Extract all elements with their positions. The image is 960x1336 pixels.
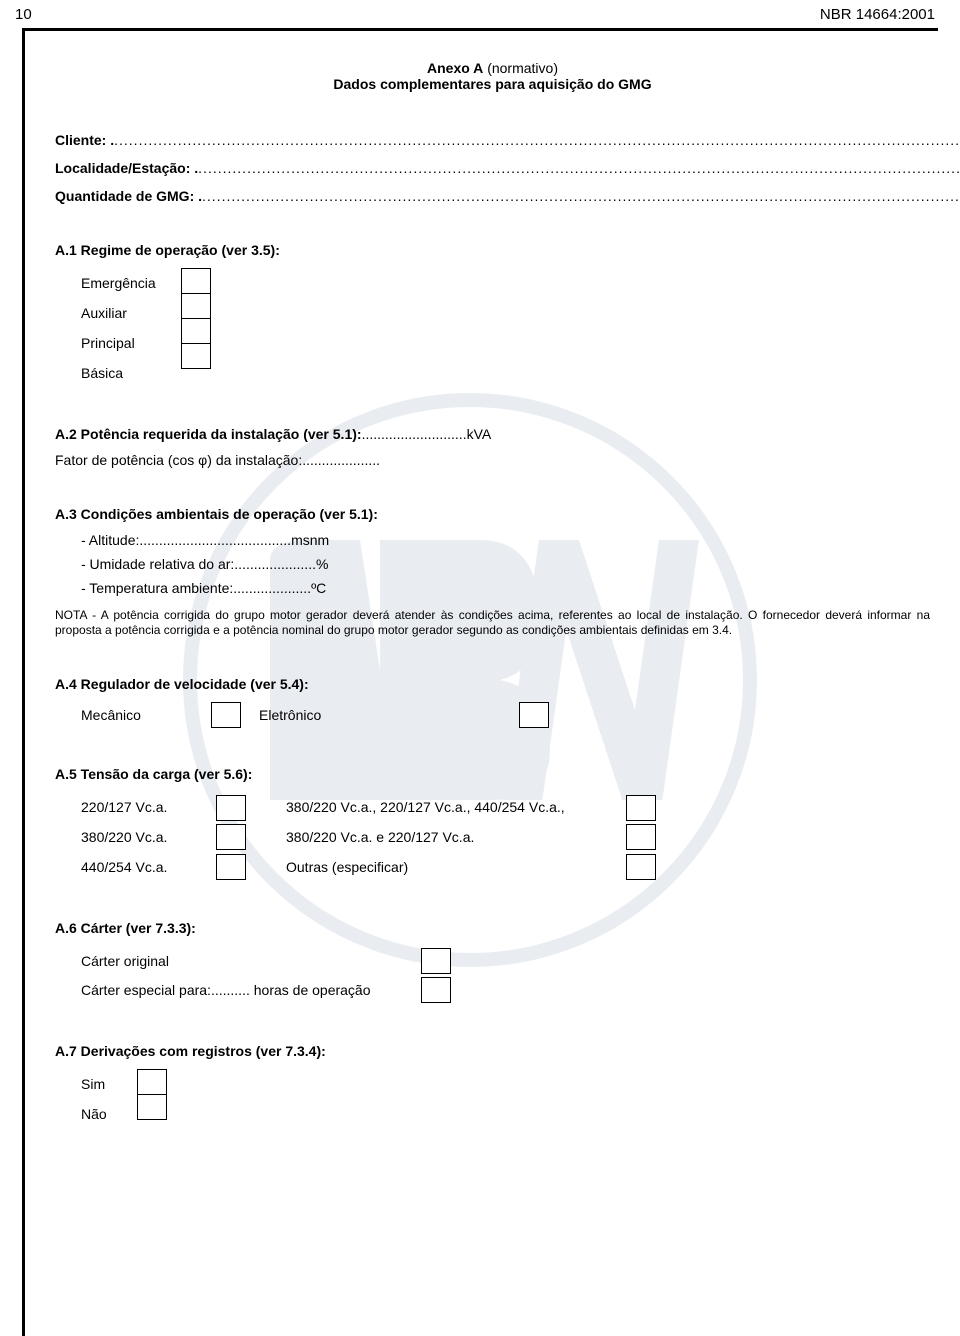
- page-header: 10 NBR 14664:2001: [0, 6, 960, 23]
- a6-opt2-prefix: Cárter especial para:: [81, 982, 211, 998]
- a4-opt2-label: Eletrônico: [259, 707, 519, 723]
- a7-row: Sim: [81, 1069, 137, 1099]
- a1-row: Emergência: [81, 268, 181, 298]
- a3-temp: - Temperatura ambiente:.................…: [81, 580, 930, 596]
- dotted-fill: ....................: [302, 452, 380, 468]
- a7-checkbox[interactable]: [137, 1094, 167, 1120]
- a1-checkbox[interactable]: [181, 268, 211, 294]
- annex-label: Anexo A: [427, 60, 483, 76]
- a6-heading: A.6 Cárter (ver 7.3.3):: [55, 920, 930, 936]
- a5-checkbox[interactable]: [626, 854, 656, 880]
- a5-left-label: 220/127 Vc.a.: [81, 792, 216, 822]
- a5-right-label: 380/220 Vc.a. e 220/127 Vc.a.: [286, 822, 626, 852]
- a1-row: Auxiliar: [81, 298, 181, 328]
- a7-yes-label: Sim: [81, 1076, 137, 1092]
- a1-options: Emergência Auxiliar Principal Básica: [81, 268, 930, 388]
- a3-umidade-unit: %: [316, 556, 328, 572]
- a1-opt-label: Principal: [81, 335, 171, 351]
- field-localidade: Localidade/Estação: ....................…: [55, 160, 930, 176]
- a6-row: Cárter original: [81, 946, 930, 976]
- a6-checkbox[interactable]: [421, 948, 451, 974]
- a2-fator-label: Fator de potência (cos φ) da instalação:: [55, 452, 302, 468]
- a1-checkbox[interactable]: [181, 293, 211, 319]
- dotted-fill: ....................: [233, 580, 311, 596]
- a1-opt-label: Emergência: [81, 275, 171, 291]
- a5-checkbox[interactable]: [216, 854, 246, 880]
- dotted-fill: ..........: [211, 982, 250, 998]
- a3-altitude: - Altitude:.............................…: [81, 532, 930, 548]
- document-body: Anexo A (normativo) Dados complementares…: [55, 60, 930, 1129]
- a4-opt1-label: Mecânico: [81, 707, 211, 723]
- annex-line: Anexo A (normativo): [55, 60, 930, 76]
- a1-checkbox[interactable]: [181, 318, 211, 344]
- a2-unit: kVA: [467, 426, 492, 442]
- a6-opt2-label: Cárter especial para:.......... horas de…: [81, 982, 421, 998]
- a2-heading-prefix: A.2 Potência requerida da instalação (ve…: [55, 426, 362, 442]
- a5-left-label: 380/220 Vc.a.: [81, 822, 216, 852]
- a5-grid: 220/127 Vc.a. 380/220 Vc.a., 220/127 Vc.…: [81, 792, 930, 882]
- subtitle: Dados complementares para aquisição do G…: [55, 76, 930, 92]
- a7-checkbox[interactable]: [137, 1069, 167, 1095]
- a7-options: Sim Não: [81, 1069, 930, 1129]
- a3-temp-unit: ºC: [311, 580, 326, 596]
- a6-row: Cárter especial para:.......... horas de…: [81, 975, 930, 1005]
- left-rule: [22, 28, 25, 1336]
- field-qtd-label: Quantidade de GMG: .: [55, 188, 202, 204]
- a5-checkbox[interactable]: [216, 824, 246, 850]
- a1-row: Principal: [81, 328, 181, 358]
- a7-heading: A.7 Derivações com registros (ver 7.3.4)…: [55, 1043, 930, 1059]
- a3-nota: NOTA - A potência corrigida do grupo mot…: [55, 608, 930, 638]
- a5-checkbox[interactable]: [626, 795, 656, 821]
- a4-heading: A.4 Regulador de velocidade (ver 5.4):: [55, 676, 930, 692]
- a1-checkbox-stack: [181, 268, 211, 388]
- a5-left-label: 440/254 Vc.a.: [81, 852, 216, 882]
- title-block: Anexo A (normativo) Dados complementares…: [55, 60, 930, 92]
- a3-umidade-label: - Umidade relativa do ar:: [81, 556, 234, 572]
- a5-checkbox[interactable]: [216, 795, 246, 821]
- a3-altitude-label: - Altitude:: [81, 532, 139, 548]
- a5-right-label: 380/220 Vc.a., 220/127 Vc.a., 440/254 Vc…: [286, 792, 626, 822]
- a1-opt-label: Básica: [81, 365, 171, 381]
- a6-checkbox[interactable]: [421, 977, 451, 1003]
- a6-opt2-suffix: horas de operação: [250, 982, 371, 998]
- a2-fator: Fator de potência (cos φ) da instalação:…: [55, 452, 930, 468]
- a7-no-label: Não: [81, 1106, 137, 1122]
- top-rule: [22, 28, 938, 31]
- a5-right-label: Outras (especificar): [286, 852, 626, 882]
- a5-heading: A.5 Tensão da carga (ver 5.6):: [55, 766, 930, 782]
- a4-row: Mecânico Eletrônico: [81, 702, 930, 728]
- doc-reference: NBR 14664:2001: [820, 6, 935, 23]
- dotted-fill: ...........................: [362, 426, 467, 442]
- field-localidade-label: Localidade/Estação: .: [55, 160, 198, 176]
- page-number: 10: [15, 6, 32, 23]
- a5-checkbox[interactable]: [626, 824, 656, 850]
- a3-heading: A.3 Condições ambientais de operação (ve…: [55, 506, 930, 522]
- a1-checkbox[interactable]: [181, 343, 211, 369]
- a2-heading: A.2 Potência requerida da instalação (ve…: [55, 426, 930, 442]
- dotted-fill: .......................................: [139, 532, 291, 548]
- dotted-fill: ........................................…: [198, 160, 960, 176]
- a7-checkbox-stack: [137, 1069, 167, 1129]
- dotted-fill: ........................................…: [202, 188, 960, 204]
- dotted-fill: .....................: [234, 556, 316, 572]
- field-cliente: Cliente: ...............................…: [55, 132, 930, 148]
- field-qtd: Quantidade de GMG: .....................…: [55, 188, 930, 204]
- a3-umidade: - Umidade relativa do ar:...............…: [81, 556, 930, 572]
- a3-altitude-unit: msnm: [291, 532, 329, 548]
- a1-opt-label: Auxiliar: [81, 305, 171, 321]
- a1-heading: A.1 Regime de operação (ver 3.5):: [55, 242, 930, 258]
- a1-row: Básica: [81, 358, 181, 388]
- field-cliente-label: Cliente: .: [55, 132, 114, 148]
- a4-checkbox[interactable]: [519, 702, 549, 728]
- dotted-fill: ........................................…: [114, 132, 960, 148]
- a7-row: Não: [81, 1099, 137, 1129]
- a6-opt1-label: Cárter original: [81, 953, 421, 969]
- a4-checkbox[interactable]: [211, 702, 241, 728]
- a3-temp-label: - Temperatura ambiente:: [81, 580, 233, 596]
- annex-qualifier: (normativo): [487, 60, 558, 76]
